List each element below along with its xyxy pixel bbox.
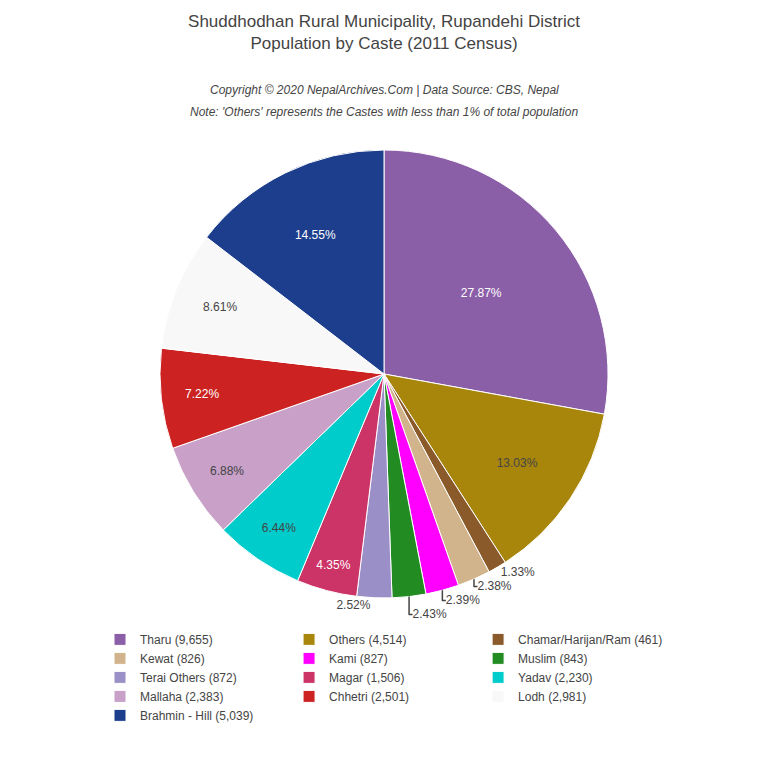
svg-text:Kami (827): Kami (827) [329,652,388,666]
svg-text:Mallaha (2,383): Mallaha (2,383) [140,690,223,704]
svg-text:Brahmin - Hill (5,039): Brahmin - Hill (5,039) [140,709,253,723]
svg-text:1.33%: 1.33% [501,565,535,579]
svg-text:2.52%: 2.52% [336,598,370,612]
svg-text:13.03%: 13.03% [497,456,538,470]
svg-text:27.87%: 27.87% [461,286,502,300]
svg-text:2.38%: 2.38% [477,579,511,593]
svg-text:Yadav (2,230): Yadav (2,230) [518,671,593,685]
svg-text:Shuddhodhan Rural Municipality: Shuddhodhan Rural Municipality, Rupandeh… [188,12,580,53]
svg-text:Magar (1,506): Magar (1,506) [329,671,404,685]
svg-text:14.55%: 14.55% [295,228,336,242]
svg-text:7.22%: 7.22% [185,387,219,401]
svg-text:Chhetri (2,501): Chhetri (2,501) [329,690,409,704]
svg-text:6.88%: 6.88% [210,464,244,478]
svg-text:4.35%: 4.35% [316,558,350,572]
svg-text:Others (4,514): Others (4,514) [329,633,406,647]
svg-text:Muslim (843): Muslim (843) [518,652,587,666]
svg-text:Tharu (9,655): Tharu (9,655) [140,633,213,647]
svg-text:Chamar/Harijan/Ram (461): Chamar/Harijan/Ram (461) [518,633,662,647]
svg-text:6.44%: 6.44% [262,521,296,535]
svg-text:Kewat (826): Kewat (826) [140,652,205,666]
svg-text:Note: 'Others' represents the: Note: 'Others' represents the Castes wit… [190,105,578,119]
svg-text:2.43%: 2.43% [413,607,447,621]
svg-text:8.61%: 8.61% [203,300,237,314]
svg-text:2.39%: 2.39% [446,593,480,607]
svg-text:Copyright © 2020 NepalArchives: Copyright © 2020 NepalArchives.Com | Dat… [210,83,559,97]
svg-text:Lodh (2,981): Lodh (2,981) [518,690,586,704]
svg-text:Terai Others (872): Terai Others (872) [140,671,237,685]
